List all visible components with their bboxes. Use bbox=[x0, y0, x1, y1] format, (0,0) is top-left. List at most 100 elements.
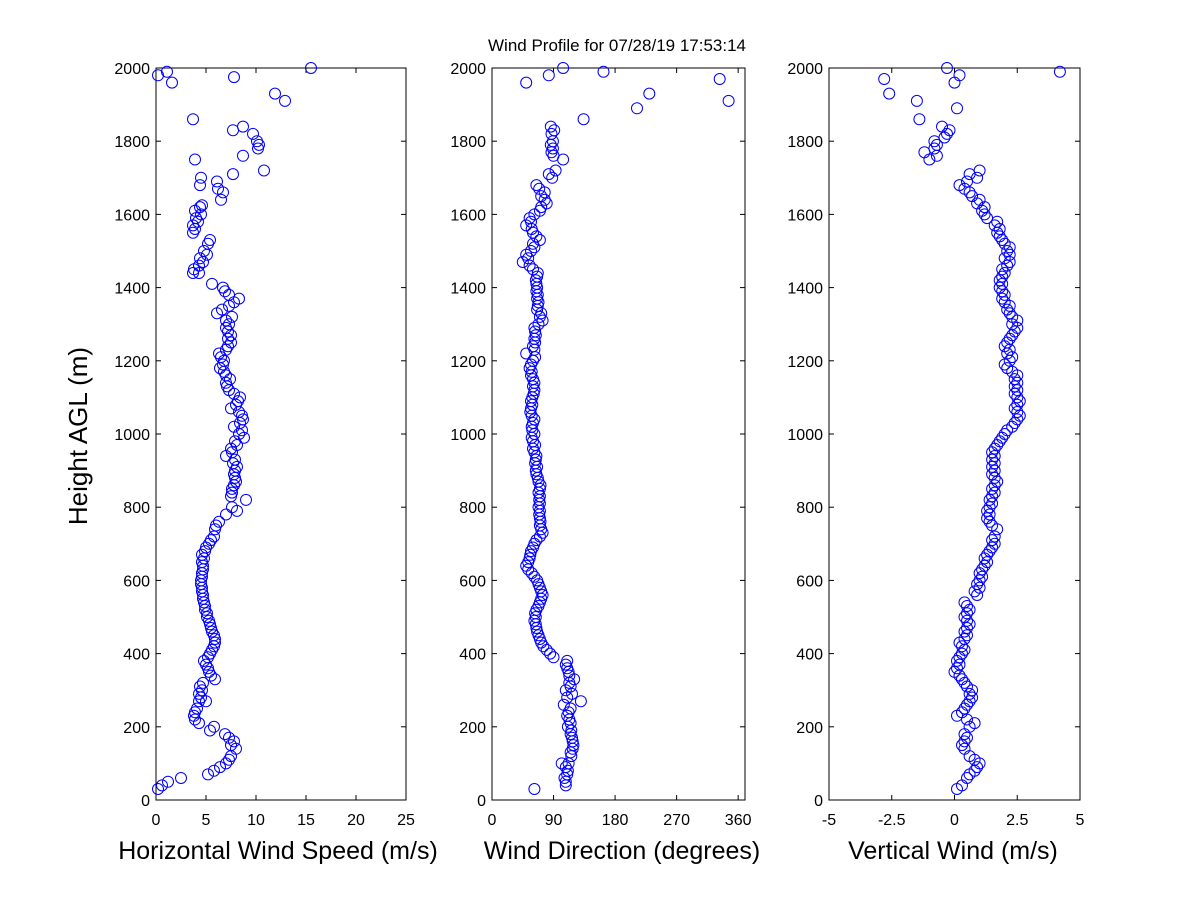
data-point bbox=[528, 570, 541, 583]
data-point bbox=[236, 409, 248, 422]
data-point bbox=[527, 263, 539, 276]
data-point bbox=[958, 633, 971, 645]
data-point bbox=[223, 731, 235, 744]
x-tick-label-vertical: -2.5 bbox=[878, 812, 906, 829]
data-point bbox=[212, 182, 224, 195]
data-point bbox=[998, 267, 1011, 279]
data-point bbox=[981, 512, 994, 525]
data-point bbox=[258, 164, 270, 177]
data-point bbox=[913, 113, 926, 126]
data-point bbox=[542, 69, 555, 82]
x-tick-label-speed: 15 bbox=[297, 812, 315, 829]
data-point bbox=[544, 120, 557, 133]
data-point bbox=[532, 318, 545, 331]
y-tick-label-direction: 800 bbox=[459, 500, 486, 517]
data-point bbox=[214, 761, 226, 774]
x-tick-label-speed: 25 bbox=[397, 812, 415, 829]
data-point bbox=[208, 764, 220, 777]
data-point bbox=[722, 94, 735, 107]
y-tick-label-vertical: 1200 bbox=[787, 354, 823, 371]
y-tick-label-vertical: 600 bbox=[796, 573, 823, 590]
points-direction bbox=[516, 62, 735, 795]
data-point bbox=[529, 325, 542, 338]
data-point bbox=[988, 537, 1001, 550]
data-point bbox=[1001, 245, 1014, 257]
data-point bbox=[237, 149, 249, 162]
data-point bbox=[936, 120, 948, 133]
data-point bbox=[209, 673, 221, 686]
data-point bbox=[213, 515, 225, 528]
data-point bbox=[956, 673, 968, 686]
data-point bbox=[208, 720, 220, 733]
data-point bbox=[305, 62, 317, 74]
data-point bbox=[225, 442, 237, 455]
x-tick-label-direction: 180 bbox=[602, 812, 629, 829]
y-tick-label-speed: 2000 bbox=[114, 61, 150, 78]
data-point bbox=[557, 62, 570, 74]
data-point bbox=[988, 219, 1001, 232]
data-point bbox=[162, 775, 174, 788]
data-point bbox=[557, 698, 570, 711]
data-point bbox=[529, 329, 542, 342]
data-point bbox=[953, 179, 966, 192]
data-point bbox=[996, 270, 1009, 283]
y-tick-label-speed: 1200 bbox=[114, 354, 150, 371]
data-point bbox=[209, 636, 221, 649]
data-point bbox=[563, 669, 576, 682]
data-point bbox=[240, 493, 252, 506]
data-point bbox=[986, 453, 999, 466]
y-tick-label-direction: 400 bbox=[459, 647, 486, 664]
data-point bbox=[193, 687, 205, 700]
data-point bbox=[961, 772, 973, 784]
panel-speed: 0 200 400 600 800 1000 1200 1400 1600 1800 2000 0 5 1… bbox=[114, 61, 437, 865]
data-point bbox=[961, 731, 973, 744]
data-point bbox=[538, 193, 551, 206]
data-point bbox=[216, 303, 228, 316]
y-tick-label-direction: 2000 bbox=[450, 61, 486, 78]
x-tick-label-speed: 10 bbox=[247, 812, 265, 829]
data-point bbox=[234, 391, 246, 404]
data-point bbox=[189, 153, 201, 166]
data-point bbox=[542, 168, 555, 181]
data-point bbox=[953, 69, 966, 82]
data-point bbox=[215, 193, 227, 206]
data-point bbox=[1008, 373, 1021, 386]
data-point bbox=[224, 373, 236, 386]
data-point bbox=[535, 190, 548, 203]
y-tick-label-direction: 1800 bbox=[450, 134, 486, 151]
data-point bbox=[226, 486, 238, 499]
data-point bbox=[971, 171, 984, 184]
data-point bbox=[196, 548, 208, 561]
y-axis-label: Height AGL (m) bbox=[63, 347, 93, 525]
data-point bbox=[1008, 380, 1021, 393]
y-tick-label-vertical: 1600 bbox=[787, 207, 823, 224]
data-point bbox=[228, 420, 240, 433]
data-point bbox=[166, 76, 178, 89]
data-point bbox=[528, 413, 541, 426]
data-point bbox=[194, 179, 206, 192]
data-point bbox=[191, 702, 203, 715]
y-tick-label-direction: 1000 bbox=[450, 427, 486, 444]
data-point bbox=[986, 541, 999, 554]
data-point bbox=[561, 764, 574, 777]
data-point bbox=[528, 321, 541, 334]
data-point bbox=[978, 559, 991, 572]
data-point bbox=[196, 199, 208, 212]
data-point bbox=[547, 651, 560, 664]
y-tick-label-speed: 200 bbox=[123, 720, 150, 737]
data-point bbox=[531, 625, 544, 638]
panel-vertical: 0 200 400 600 800 1000 1200 1400 1600 1800 2000 -5 -… bbox=[787, 61, 1084, 865]
data-point bbox=[220, 508, 232, 521]
data-point bbox=[1008, 325, 1021, 338]
data-point bbox=[247, 127, 259, 140]
data-point bbox=[544, 647, 557, 660]
data-point bbox=[1053, 65, 1066, 78]
data-point bbox=[536, 314, 549, 327]
data-point bbox=[988, 530, 1001, 543]
y-tick-label-vertical: 200 bbox=[796, 720, 823, 737]
data-point bbox=[961, 614, 973, 627]
data-point bbox=[225, 336, 237, 349]
data-point bbox=[205, 534, 217, 547]
